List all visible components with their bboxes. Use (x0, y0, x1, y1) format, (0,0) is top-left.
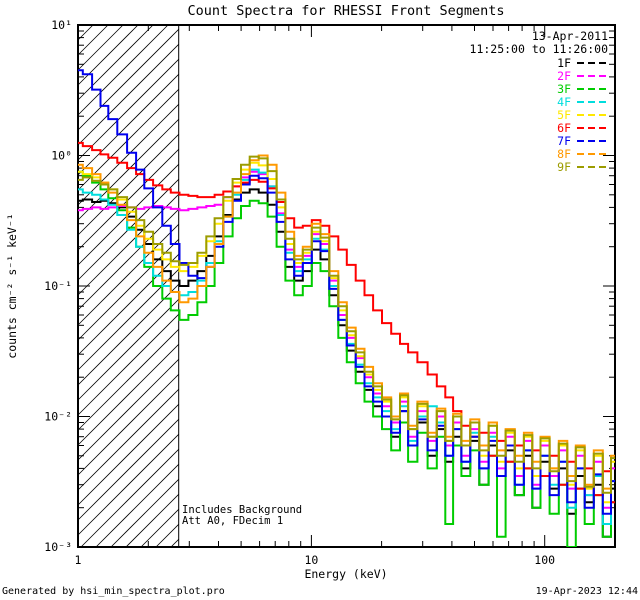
hatch-line (77, 29, 179, 131)
hatch-line (77, 329, 179, 431)
y-tick-label: 10⁻² (44, 410, 72, 424)
hatch-line (77, 374, 179, 476)
attenuator-note: Att A0, FDecim 1 (182, 515, 283, 527)
hatch-line (77, 434, 179, 536)
legend-label-5F: 5F (557, 108, 571, 122)
legend-label-3F: 3F (557, 82, 571, 96)
generated-plot-content: 1 10 100 10¹ 10⁰ 10⁻¹ 10⁻² 10⁻³ 1F2F3F4F5F6F7F8F… (44, 18, 616, 567)
hatch-line (80, 449, 179, 548)
background-note: Includes Background (182, 504, 302, 516)
series-line-3F (78, 170, 615, 547)
series-lines (78, 69, 615, 547)
y-tick-label: 10⁻³ (44, 540, 72, 554)
legend-label-1F: 1F (557, 56, 571, 70)
x-tick-label: 100 (534, 553, 555, 567)
chart-title: Count Spectra for RHESSI Front Segments (188, 3, 505, 19)
hatch-line (77, 24, 139, 86)
x-tick-label: 10 (304, 553, 318, 567)
hatch-line (77, 59, 179, 161)
hatch-line (77, 254, 179, 356)
x-tick-label: 1 (75, 553, 82, 567)
date-label: 13-Apr-2011 (532, 29, 608, 43)
hatch-line (77, 104, 179, 206)
x-axis-title: Energy (keV) (304, 567, 387, 581)
hatch-line (77, 404, 179, 506)
hatch-line (77, 44, 179, 146)
hatch-line (77, 239, 179, 341)
plot-frame (77, 24, 616, 548)
hatch-line (110, 479, 179, 548)
hatch-line (77, 344, 179, 446)
series-line-7F (78, 69, 615, 515)
hatch-line (125, 494, 179, 548)
hatch-line (77, 359, 179, 461)
legend-label-8F: 8F (557, 147, 571, 161)
time-range-label: 11:25:00 to 11:26:00 (470, 42, 609, 56)
footer-timestamp: 19-Apr-2023 12:44 (536, 586, 638, 597)
series-line-6F (78, 141, 615, 504)
hatch-line (77, 299, 179, 401)
hatch-line (77, 269, 179, 371)
footer-credit: Generated by hsi_min_spectra_plot.pro (2, 586, 225, 597)
hatch-line (170, 539, 179, 548)
hatch-line (77, 24, 154, 101)
hatch-line (77, 24, 109, 56)
hatch-line (77, 24, 169, 116)
hatch-line (77, 419, 179, 521)
y-tick-label: 10¹ (51, 18, 72, 32)
legend-label-4F: 4F (557, 95, 571, 109)
hatch-line (77, 284, 179, 386)
hatch-line (77, 224, 179, 326)
hatch-line (77, 119, 179, 221)
hatch-line (77, 134, 179, 236)
hatch-line (77, 389, 179, 491)
hatch-line (95, 464, 179, 548)
hatch-line (77, 314, 179, 416)
y-tick-label: 10⁻¹ (44, 279, 72, 293)
hatch-line (77, 24, 124, 71)
legend-label-2F: 2F (557, 69, 571, 83)
series-line-9F (78, 155, 615, 494)
hatch-line (140, 509, 179, 548)
y-axis-title: counts cm⁻² s⁻¹ keV⁻¹ (5, 213, 19, 358)
legend-label-7F: 7F (557, 134, 571, 148)
hatch-line (77, 164, 179, 266)
hatch-line (77, 149, 179, 251)
y-tick-label: 10⁰ (51, 149, 72, 163)
hatch-line (155, 524, 179, 548)
legend-label-6F: 6F (557, 121, 571, 135)
hatch-line (77, 74, 179, 176)
legend-label-9F: 9F (557, 160, 571, 174)
